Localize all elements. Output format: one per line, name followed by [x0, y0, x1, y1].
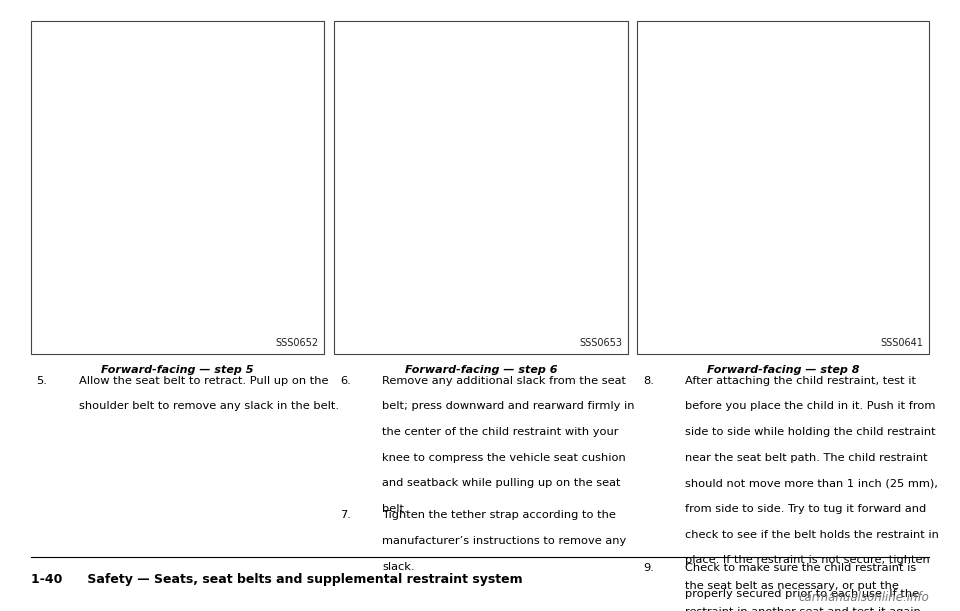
Text: check to see if the belt holds the restraint in: check to see if the belt holds the restr… [685, 530, 939, 540]
Text: 9.: 9. [643, 563, 654, 573]
Text: Forward-facing — step 8: Forward-facing — step 8 [708, 365, 859, 375]
Text: 5.: 5. [36, 376, 47, 386]
Text: 8.: 8. [643, 376, 654, 386]
Text: Forward-facing — step 5: Forward-facing — step 5 [102, 365, 253, 375]
Text: manufacturer’s instructions to remove any: manufacturer’s instructions to remove an… [382, 536, 626, 546]
Text: slack.: slack. [382, 562, 415, 571]
Text: properly secured prior to each use. If the: properly secured prior to each use. If t… [685, 589, 920, 599]
Text: the seat belt as necessary, or put the: the seat belt as necessary, or put the [685, 581, 900, 591]
Text: belt.: belt. [382, 504, 408, 514]
Text: restraint in another seat and test it again.: restraint in another seat and test it ag… [685, 607, 924, 611]
Bar [637, 21, 929, 354]
Text: shoulder belt to remove any slack in the belt.: shoulder belt to remove any slack in the… [79, 401, 339, 411]
Text: place. If the restraint is not secure, tighten: place. If the restraint is not secure, t… [685, 555, 930, 565]
Text: SSS0652: SSS0652 [276, 338, 319, 348]
Bar [31, 21, 324, 354]
Text: Allow the seat belt to retract. Pull up on the: Allow the seat belt to retract. Pull up … [79, 376, 328, 386]
Text: 1-40  Safety — Seats, seat belts and supplemental restraint system: 1-40 Safety — Seats, seat belts and supp… [31, 573, 522, 586]
Text: Tighten the tether strap according to the: Tighten the tether strap according to th… [382, 510, 616, 520]
Text: side to side while holding the child restraint: side to side while holding the child res… [685, 427, 936, 437]
Text: near the seat belt path. The child restraint: near the seat belt path. The child restr… [685, 453, 928, 463]
Text: SSS0641: SSS0641 [880, 338, 924, 348]
Text: SSS0653: SSS0653 [579, 338, 622, 348]
Text: belt; press downward and rearward firmly in: belt; press downward and rearward firmly… [382, 401, 635, 411]
Text: 6.: 6. [340, 376, 350, 386]
Text: should not move more than 1 inch (25 mm),: should not move more than 1 inch (25 mm)… [685, 478, 938, 488]
Text: carmanualsonline.info: carmanualsonline.info [799, 591, 929, 604]
Text: from side to side. Try to tug it forward and: from side to side. Try to tug it forward… [685, 504, 926, 514]
Text: After attaching the child restraint, test it: After attaching the child restraint, tes… [685, 376, 917, 386]
Text: Check to make sure the child restraint is: Check to make sure the child restraint i… [685, 563, 917, 573]
Text: and seatback while pulling up on the seat: and seatback while pulling up on the sea… [382, 478, 620, 488]
Text: before you place the child in it. Push it from: before you place the child in it. Push i… [685, 401, 936, 411]
Text: knee to compress the vehicle seat cushion: knee to compress the vehicle seat cushio… [382, 453, 626, 463]
Text: 7.: 7. [340, 510, 350, 520]
Text: the center of the child restraint with your: the center of the child restraint with y… [382, 427, 618, 437]
Bar [334, 21, 628, 354]
Text: Remove any additional slack from the seat: Remove any additional slack from the sea… [382, 376, 626, 386]
Text: Forward-facing — step 6: Forward-facing — step 6 [405, 365, 557, 375]
